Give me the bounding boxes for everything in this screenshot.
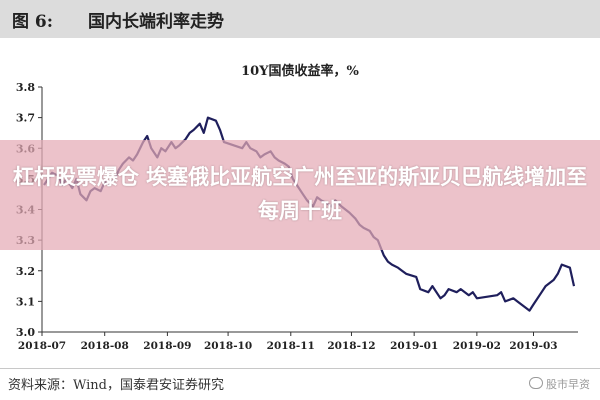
y-tick-label: 3.7 <box>16 112 35 125</box>
figure-header: 图 6: 国内长端利率走势 <box>0 0 600 38</box>
headline-banner[interactable]: 杠杆股票爆仓 埃塞俄比亚航空广州至亚的斯亚贝巴航线增加至每周十班 <box>0 140 600 250</box>
x-tick-label: 2018-12 <box>327 340 375 352</box>
footer-divider <box>0 368 600 369</box>
y-tick-label: 3.8 <box>16 81 35 94</box>
chart-title: 10Y国债收益率，% <box>241 64 359 79</box>
x-tick-label: 2019-01 <box>390 340 438 352</box>
chat-bubble-icon <box>529 377 543 389</box>
watermark: 股市早资 <box>529 376 590 392</box>
y-tick-label: 3.2 <box>16 265 35 278</box>
x-tick-label: 2019-03 <box>509 340 557 352</box>
x-tick-label: 2018-09 <box>143 340 191 352</box>
x-axis-ticks: 2018-07 2018-08 2018-09 2018-10 2018-11 2018-… <box>18 332 558 352</box>
x-tick-label: 2018-11 <box>267 340 315 352</box>
x-tick-label: 2018-07 <box>18 340 66 352</box>
x-tick-label: 2018-08 <box>81 340 129 352</box>
y-tick-label: 3.0 <box>16 326 35 339</box>
y-tick-label: 3.1 <box>16 295 35 308</box>
x-tick-label: 2018-10 <box>204 340 252 352</box>
figure-label: 图 6: <box>12 12 54 32</box>
headline-text[interactable]: 杠杆股票爆仓 埃塞俄比亚航空广州至亚的斯亚贝巴航线增加至每周十班 <box>12 165 588 223</box>
watermark-text: 股市早资 <box>546 378 590 391</box>
figure-title: 国内长端利率走势 <box>88 12 224 32</box>
x-tick-label: 2019-02 <box>453 340 501 352</box>
source-note: 资料来源：Wind，国泰君安证券研究 <box>8 378 224 393</box>
